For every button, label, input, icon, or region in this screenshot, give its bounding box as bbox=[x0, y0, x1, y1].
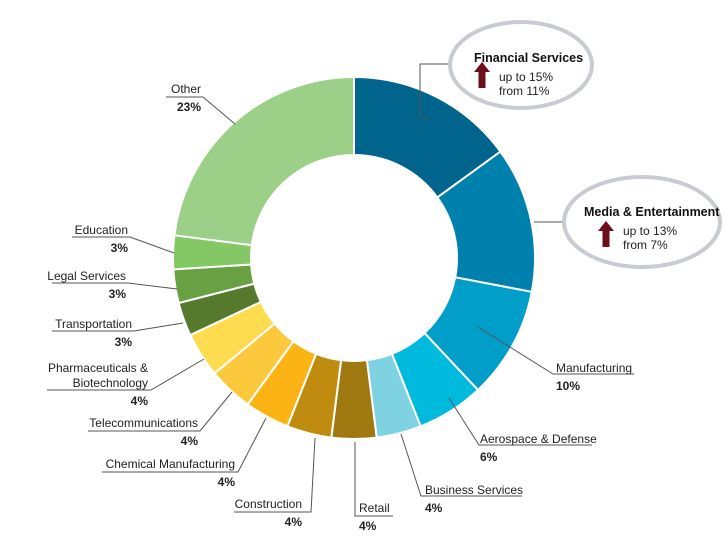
leader-chemical-manufacturing bbox=[102, 417, 267, 473]
leader-other bbox=[166, 96, 236, 125]
label-other: Other bbox=[171, 82, 201, 96]
leader-retail bbox=[354, 442, 393, 517]
label-manufacturing: Manufacturing bbox=[556, 361, 632, 375]
pct-construction: 4% bbox=[285, 515, 303, 529]
callout-media-and-entertainment: Media & Entertainment up to 13%from 7% bbox=[534, 175, 722, 269]
leader-legal-services bbox=[52, 282, 178, 290]
pct-telecommunications: 4% bbox=[181, 434, 199, 448]
callout-line-2: from 11% bbox=[499, 84, 550, 98]
pct-retail: 4% bbox=[359, 519, 377, 533]
pct-chemical-manufacturing: 4% bbox=[218, 475, 236, 489]
pct-pharmaceuticals-and-biotechnology: 4% bbox=[131, 394, 149, 408]
callout-leader-financial-services bbox=[419, 63, 450, 119]
leader-business-services bbox=[400, 433, 522, 497]
pct-education: 3% bbox=[111, 241, 129, 255]
callout-title: Media & Entertainment bbox=[584, 205, 720, 219]
callout-line-1: up to 13% bbox=[623, 224, 677, 238]
leader-education bbox=[72, 236, 175, 254]
label-business-services: Business Services bbox=[425, 483, 523, 497]
leader-aerospace-and-defense bbox=[448, 397, 592, 446]
label-transportation: Transportation bbox=[55, 317, 132, 331]
callout-line-2: from 7% bbox=[623, 238, 668, 252]
label-telecommunications: Telecommunications bbox=[89, 416, 198, 430]
pct-legal-services: 3% bbox=[109, 287, 127, 301]
label-retail: Retail bbox=[359, 501, 390, 515]
label-pharmaceuticals-and-biotechnology-line-2: Biotechnology bbox=[73, 376, 148, 390]
pct-aerospace-and-defense: 6% bbox=[480, 450, 498, 464]
label-construction: Construction bbox=[235, 497, 302, 511]
pct-manufacturing: 10% bbox=[556, 379, 580, 393]
label-education: Education bbox=[75, 223, 128, 237]
up-arrow-icon bbox=[474, 62, 490, 88]
donut-slices bbox=[172, 75, 536, 440]
leader-manufacturing bbox=[477, 326, 634, 375]
leader-pharmaceuticals-and-biotechnology bbox=[47, 358, 205, 391]
callout-financial-services: Financial Services up to 15%from 11% bbox=[419, 20, 594, 119]
label-aerospace-and-defense: Aerospace & Defense bbox=[480, 432, 597, 446]
leader-transportation bbox=[52, 322, 184, 332]
leader-construction bbox=[234, 437, 316, 513]
up-arrow-icon bbox=[598, 221, 614, 247]
label-pharmaceuticals-and-biotechnology-line-1: Pharmaceuticals & bbox=[48, 361, 148, 375]
slice-labels: Manufacturing 10% Aerospace & Defense 6% Bus… bbox=[47, 82, 632, 533]
pct-other: 23% bbox=[177, 100, 201, 114]
label-legal-services: Legal Services bbox=[47, 269, 126, 283]
pct-business-services: 4% bbox=[425, 501, 443, 515]
pct-transportation: 3% bbox=[115, 335, 133, 349]
callout-line-1: up to 15% bbox=[499, 70, 553, 84]
leader-lines bbox=[47, 96, 634, 517]
callout-ring bbox=[562, 175, 722, 269]
slice-other bbox=[173, 75, 355, 247]
label-chemical-manufacturing: Chemical Manufacturing bbox=[106, 457, 235, 471]
leader-telecommunications bbox=[88, 391, 233, 432]
callouts: Financial Services up to 15%from 11% Media… bbox=[419, 20, 722, 269]
callout-title: Financial Services bbox=[474, 51, 583, 65]
